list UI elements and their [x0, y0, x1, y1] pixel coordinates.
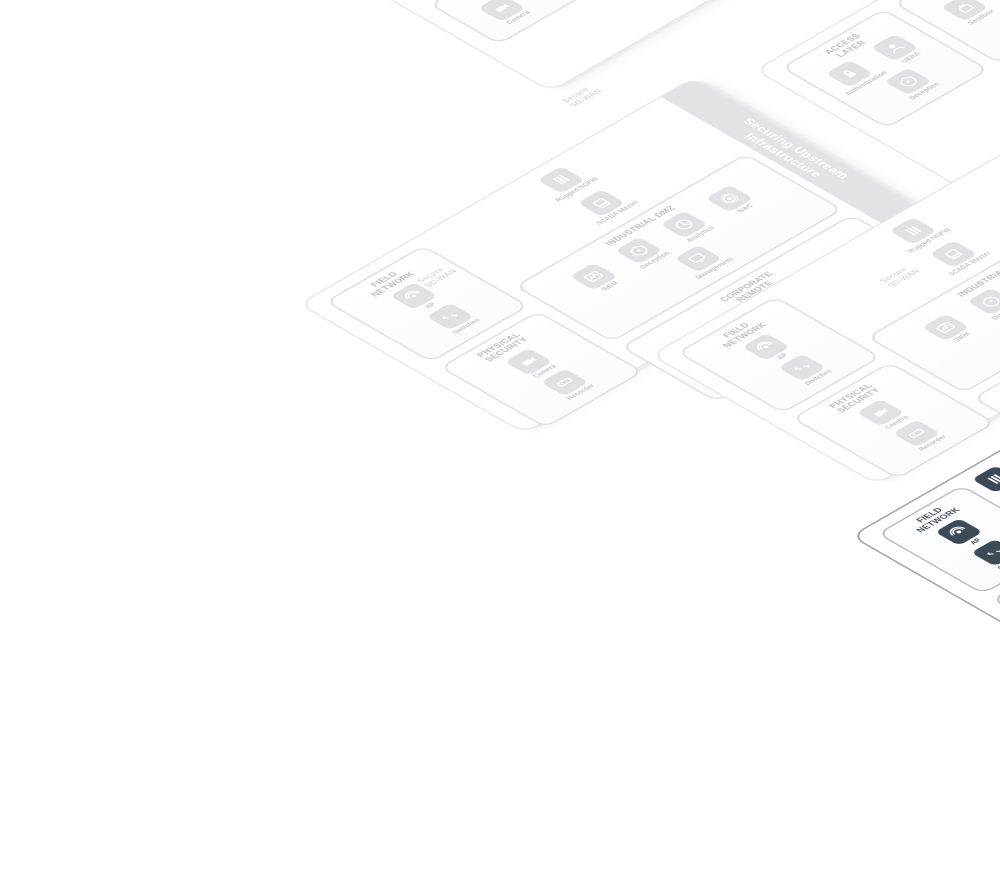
item-label: AP — [969, 538, 983, 546]
card-physical-security: PHYSICALSECURITY Camera Recorder — [429, 0, 610, 44]
slab-column: FIELDNETWORK AP Switches PHYSICALSECURIT… — [877, 485, 1000, 655]
item-label: AP — [776, 353, 790, 361]
rugged-ngfw-icon — [972, 465, 1000, 493]
slab-column: PUBLIC/PRIVATE Wi-Fi AP Switches Presenc… — [323, 0, 667, 77]
item-label: Recorder — [549, 0, 580, 1]
item-camera: Camera — [471, 0, 541, 31]
card-field-network: FIELDNETWORK AP Switches — [877, 485, 1000, 594]
diagram-stage: PUBLIC/PRIVATE Wi-Fi AP Switches Presenc… — [0, 0, 1000, 882]
item-label: AP — [424, 302, 438, 310]
item-nac: NAC — [698, 181, 768, 221]
item-management: Management — [667, 241, 737, 281]
card-items: Camera Recorder — [471, 0, 587, 31]
sdwan-tag: SecureSD-WAN — [560, 84, 604, 109]
item-deception: Deception — [877, 64, 947, 104]
item-siem: SIEM — [914, 310, 984, 350]
item-authentication: Authentication — [818, 56, 888, 96]
item-sandbox: Sandbox — [933, 0, 1000, 30]
item-ueba: UEBA — [863, 30, 933, 70]
item-siem: SIEM — [562, 259, 632, 299]
